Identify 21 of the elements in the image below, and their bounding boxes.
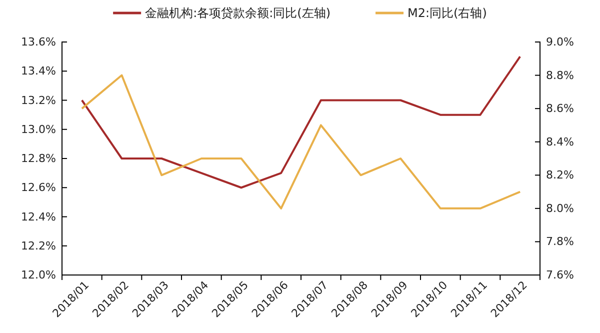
y-tick-label: 12.0% xyxy=(21,268,56,282)
y-tick-label: 12.4% xyxy=(21,210,56,224)
y2-tick-label: 9.0% xyxy=(546,36,574,49)
y-tick-label: 13.0% xyxy=(21,122,56,136)
legend-label: 金融机构:各项贷款余额:同比(左轴) xyxy=(145,6,331,20)
legend-label: M2:同比(右轴) xyxy=(408,6,487,20)
y2-tick-label: 8.8% xyxy=(546,68,574,82)
y2-tick-label: 7.6% xyxy=(546,268,574,282)
y-tick-label: 13.4% xyxy=(21,64,56,78)
y-tick-label: 12.6% xyxy=(21,181,56,194)
y-tick-label: 13.2% xyxy=(21,94,56,107)
y-tick-label: 12.2% xyxy=(21,239,56,252)
y-tick-label: 12.8% xyxy=(21,152,56,166)
y2-tick-label: 8.2% xyxy=(546,168,574,182)
y2-tick-label: 8.0% xyxy=(546,202,574,215)
y2-tick-label: 8.6% xyxy=(546,102,574,116)
y2-tick-label: 7.8% xyxy=(546,235,574,248)
y2-tick-label: 8.4% xyxy=(546,135,574,148)
line-series xyxy=(80,56,522,189)
line-series xyxy=(80,74,522,210)
y-tick-label: 13.6% xyxy=(21,36,56,49)
